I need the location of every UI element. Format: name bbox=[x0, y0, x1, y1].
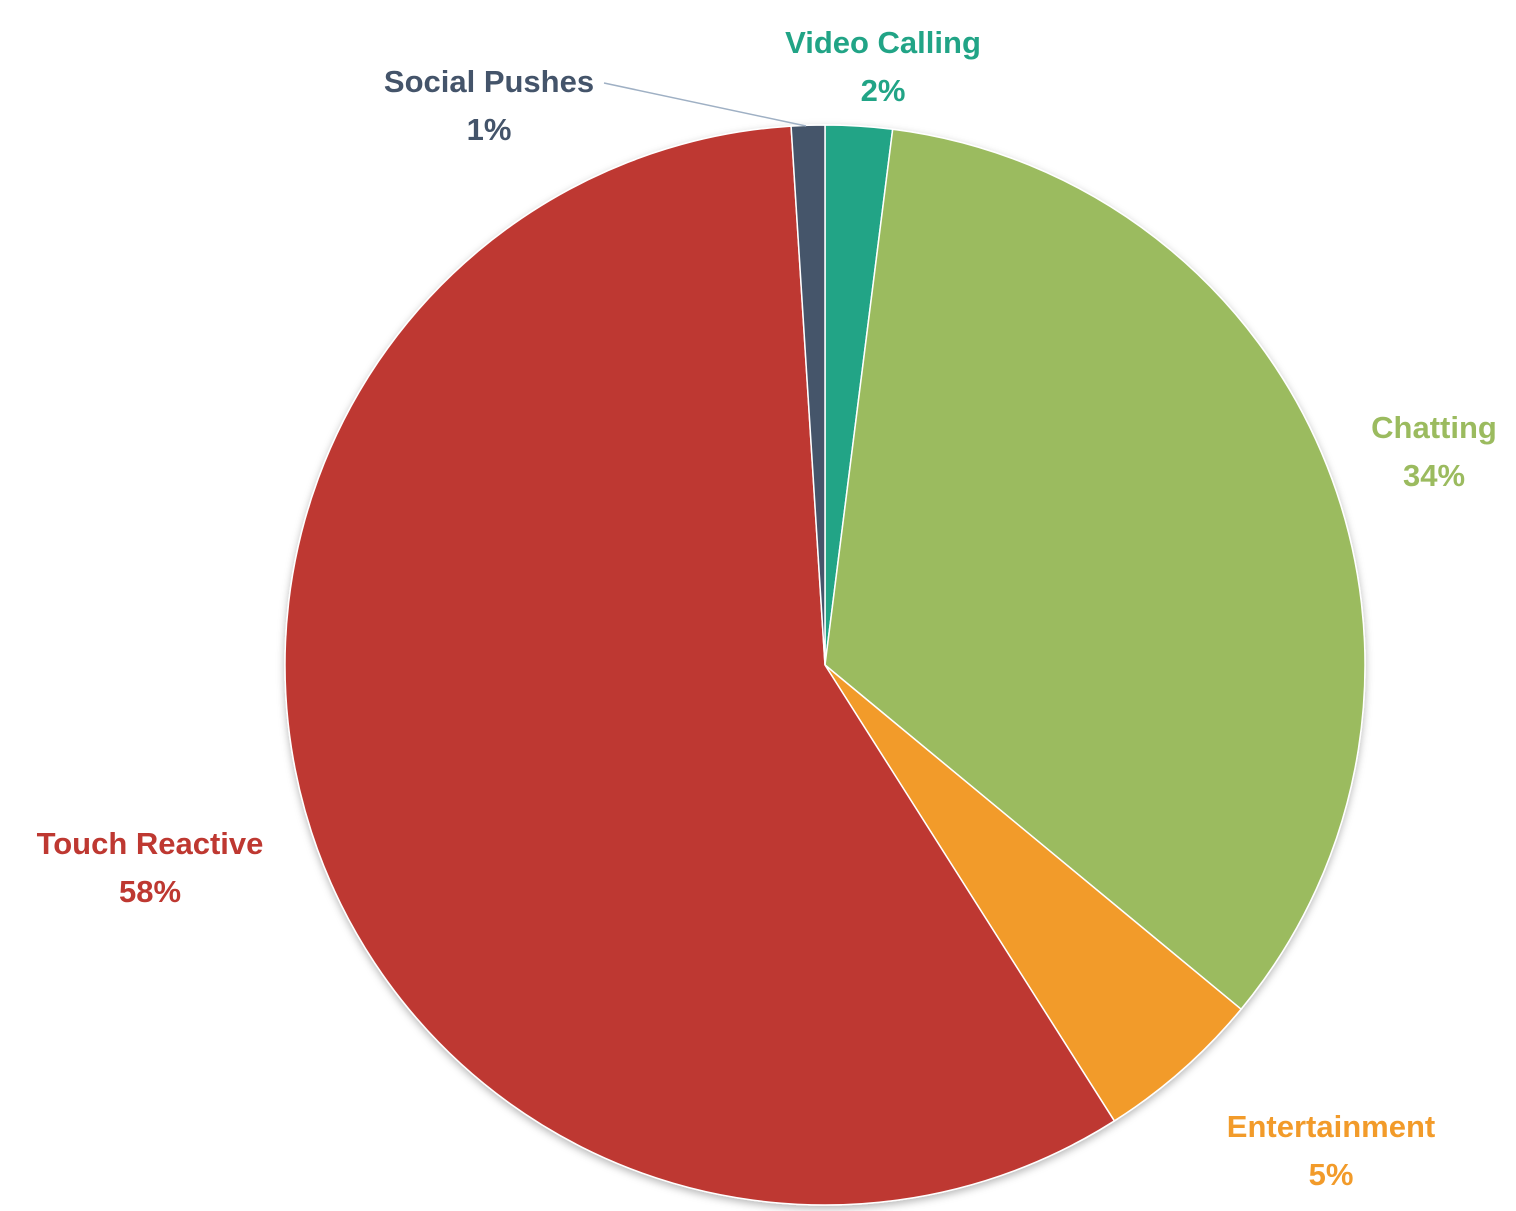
slice-value-chatting: 34% bbox=[1403, 458, 1465, 493]
leader-lines bbox=[603, 82, 807, 127]
slice-label-chatting: Chatting bbox=[1371, 410, 1497, 445]
slice-value-touch-reactive: 58% bbox=[119, 874, 181, 909]
slice-labels: Video Calling 2% Chatting 34% Entertainment 5… bbox=[37, 25, 1497, 1192]
slice-value-video-calling: 2% bbox=[861, 73, 906, 108]
slice-label-video-calling: Video Calling bbox=[785, 25, 981, 60]
slice-value-social-pushes: 1% bbox=[467, 112, 512, 147]
pie-slice-entertainment bbox=[824, 664, 1243, 1122]
pie-slices bbox=[284, 124, 1366, 1206]
slice-label-touch-reactive: Touch Reactive bbox=[37, 826, 264, 861]
pie-slice-chatting bbox=[824, 128, 1366, 1011]
leader-line-social-pushes bbox=[603, 82, 807, 127]
pie-slice-touch-reactive bbox=[284, 125, 1116, 1206]
slice-label-entertainment: Entertainment bbox=[1227, 1109, 1435, 1144]
slice-value-entertainment: 5% bbox=[1309, 1157, 1354, 1192]
slice-label-social-pushes: Social Pushes bbox=[384, 64, 594, 99]
pie-slice-social-pushes bbox=[790, 124, 826, 666]
